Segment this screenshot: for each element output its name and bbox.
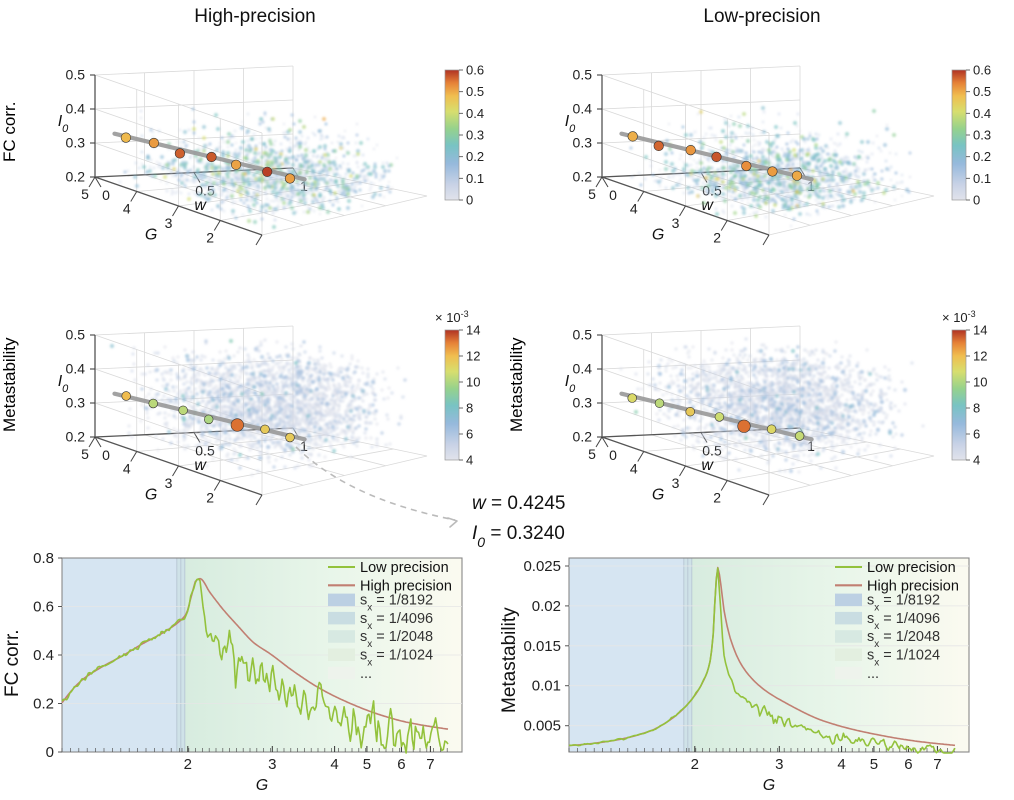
- svg-text:5: 5: [81, 186, 89, 202]
- svg-text:0.2: 0.2: [573, 169, 593, 185]
- svg-text:2: 2: [206, 230, 214, 246]
- svg-text:0.5: 0.5: [66, 67, 86, 83]
- svg-text:2: 2: [206, 490, 214, 506]
- svg-text:0.2: 0.2: [66, 429, 86, 445]
- svg-text:0.4: 0.4: [466, 106, 484, 121]
- svg-text:4: 4: [630, 201, 638, 217]
- svg-text:0.5: 0.5: [573, 67, 593, 83]
- svg-text:0.6: 0.6: [973, 63, 991, 78]
- svg-text:0.5: 0.5: [466, 84, 484, 99]
- svg-text:2: 2: [713, 230, 721, 246]
- svg-text:0.4: 0.4: [573, 101, 593, 117]
- svg-text:Low-precision: Low-precision: [703, 6, 820, 27]
- svg-text:0.5: 0.5: [973, 84, 991, 99]
- svg-text:w: w: [701, 197, 714, 214]
- svg-text:0.4: 0.4: [66, 361, 86, 377]
- svg-text:0.1: 0.1: [973, 171, 991, 186]
- svg-text:3: 3: [165, 475, 173, 491]
- svg-text:0: 0: [102, 187, 110, 203]
- svg-text:5: 5: [81, 446, 89, 462]
- svg-text:0: 0: [973, 193, 980, 208]
- svg-text:0.3: 0.3: [466, 128, 484, 143]
- svg-text:0: 0: [102, 447, 110, 463]
- svg-text:0: 0: [609, 187, 617, 203]
- svg-text:0.3: 0.3: [66, 135, 86, 151]
- svg-text:4: 4: [123, 461, 131, 477]
- svg-text:5: 5: [588, 186, 596, 202]
- svg-text:0.4: 0.4: [66, 101, 86, 117]
- svg-text:0.2: 0.2: [66, 169, 86, 185]
- svg-text:0.4: 0.4: [973, 106, 991, 121]
- svg-text:4: 4: [123, 201, 131, 217]
- svg-text:0.2: 0.2: [973, 149, 991, 164]
- svg-text:G: G: [145, 226, 157, 243]
- svg-text:0: 0: [466, 193, 473, 208]
- svg-text:0.6: 0.6: [466, 63, 484, 78]
- svg-text:0.2: 0.2: [466, 149, 484, 164]
- svg-text:0.5: 0.5: [66, 327, 86, 343]
- svg-text:0.3: 0.3: [573, 135, 593, 151]
- svg-text:G: G: [145, 486, 157, 503]
- svg-text:G: G: [652, 226, 664, 243]
- svg-text:3: 3: [672, 215, 680, 231]
- svg-text:High-precision: High-precision: [194, 6, 315, 27]
- svg-text:0.3: 0.3: [66, 395, 86, 411]
- svg-text:0.1: 0.1: [466, 171, 484, 186]
- svg-text:0.3: 0.3: [973, 128, 991, 143]
- svg-text:3: 3: [165, 215, 173, 231]
